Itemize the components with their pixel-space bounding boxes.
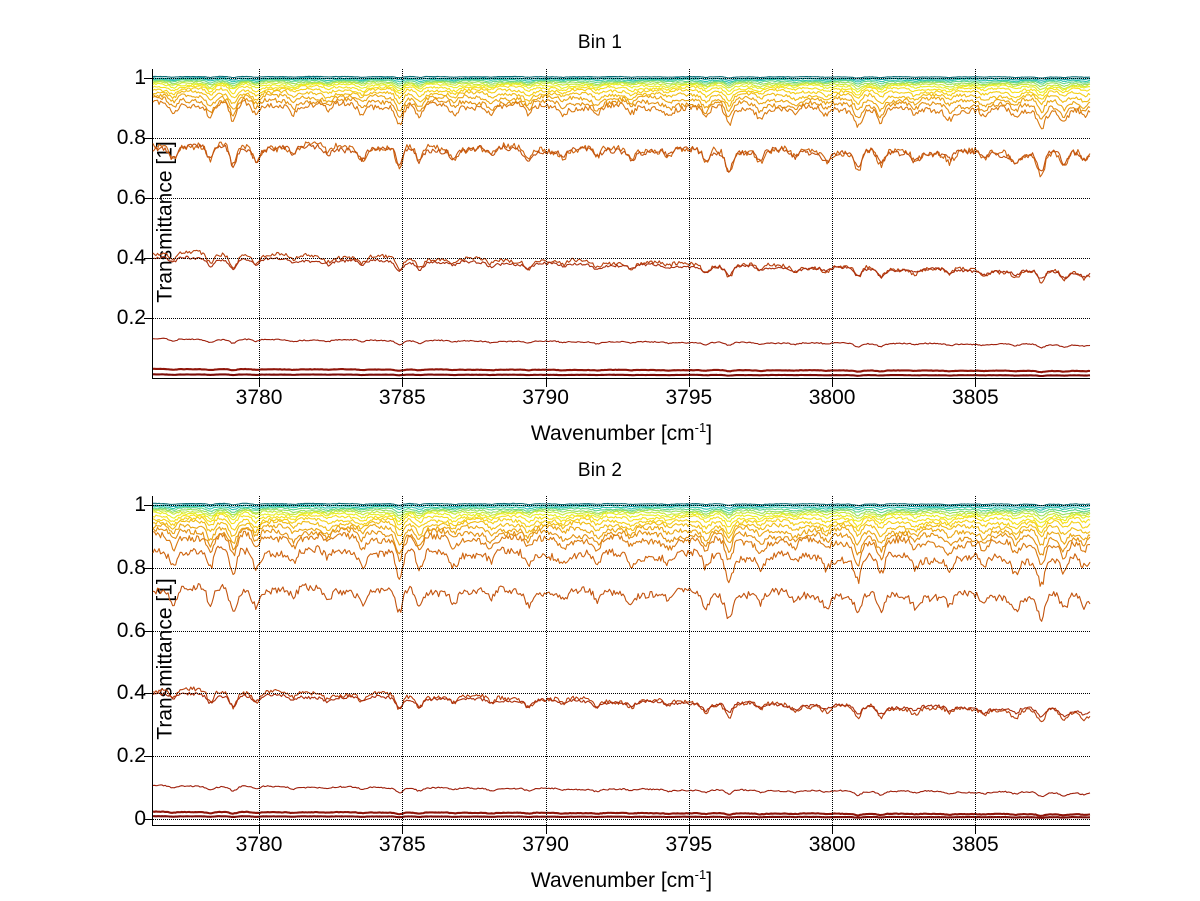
spectrum-line bbox=[152, 249, 1091, 284]
spectrum-line bbox=[152, 367, 1091, 374]
x-axis-tick-label: 3800 bbox=[808, 833, 856, 856]
spectrum-line bbox=[152, 255, 1091, 280]
spectrum-line bbox=[152, 518, 1091, 539]
x-axis-title: Wavenumber [cm-1] bbox=[530, 867, 713, 892]
x-axis-title: Wavenumber [cm-1] bbox=[530, 420, 713, 445]
x-axis-tick bbox=[688, 378, 690, 387]
spectrum-line bbox=[152, 81, 1091, 91]
y-axis-tick bbox=[144, 505, 153, 507]
x-axis-tick bbox=[545, 825, 547, 834]
spectrum-line bbox=[152, 526, 1091, 556]
x-axis-tick bbox=[402, 378, 404, 387]
spectrum-line bbox=[152, 784, 1091, 798]
y-axis-tick-label: 0.8 bbox=[116, 556, 146, 580]
y-axis-tick bbox=[144, 198, 153, 199]
spectrum-line bbox=[152, 337, 1091, 349]
spectrum-line bbox=[152, 502, 1091, 507]
y-axis-tick-label: 0.6 bbox=[116, 618, 146, 642]
spectrum-line bbox=[152, 93, 1091, 114]
spectrum-line bbox=[152, 511, 1091, 524]
plot-area-bin-2: Transmittance [1] Wavenumber [cm-1] 3780… bbox=[117, 493, 1091, 892]
subplot-bin-2: Bin 2 Transmittance [1] Wavenumber [cm-1… bbox=[0, 428, 1200, 901]
spectrum-line bbox=[152, 89, 1091, 107]
spectrum-line bbox=[152, 79, 1091, 85]
x-axis-tick-label: 3805 bbox=[952, 833, 999, 856]
y-axis-tick-label: 0.2 bbox=[116, 306, 146, 329]
spectrum-line bbox=[152, 75, 1091, 79]
x-axis-tick bbox=[975, 825, 977, 834]
spectrum-line bbox=[152, 545, 1091, 587]
subplot-bin-1: Bin 1 Transmittance [1] Wavenumber [cm-1… bbox=[117, 32, 1091, 445]
x-axis-tick-label: 3780 bbox=[235, 833, 283, 856]
spectrum-line bbox=[152, 506, 1091, 514]
spectrum-line bbox=[152, 686, 1091, 723]
spectrum-line bbox=[152, 373, 1091, 378]
y-axis-tick bbox=[144, 756, 153, 758]
y-axis-tick bbox=[144, 258, 153, 259]
x-axis-tick bbox=[688, 825, 690, 834]
x-axis-tick bbox=[832, 825, 834, 834]
x-axis-tick-label: 3780 bbox=[235, 386, 283, 409]
y-axis-tick-label: 1 bbox=[134, 493, 146, 517]
y-axis-tick-label: 0.4 bbox=[116, 246, 146, 269]
y-axis-tick bbox=[144, 78, 153, 79]
x-axis-tick bbox=[402, 825, 404, 834]
x-axis-tick bbox=[545, 378, 547, 387]
x-axis-tick-label: 3790 bbox=[522, 833, 569, 856]
x-axis-tick-label: 3790 bbox=[522, 386, 569, 409]
y-axis-tick bbox=[144, 818, 153, 820]
spectra-curves bbox=[152, 75, 1091, 378]
spectrum-line bbox=[152, 505, 1091, 512]
spectrum-line bbox=[152, 583, 1091, 622]
subplot-title: Bin 2 bbox=[577, 460, 623, 481]
y-axis-tick-label: 0.4 bbox=[116, 681, 146, 705]
spectrum-line bbox=[152, 513, 1091, 528]
y-axis-tick-label: 0.8 bbox=[116, 126, 146, 149]
y-axis-tick-label: 0.2 bbox=[116, 744, 146, 768]
x-axis-tick bbox=[259, 378, 261, 387]
y-axis-tick bbox=[144, 318, 153, 319]
spectrum-line bbox=[152, 99, 1091, 130]
y-axis-tick bbox=[144, 568, 153, 570]
subplot-title: Bin 1 bbox=[577, 32, 623, 53]
plot-area-bin-1: Transmittance [1] Wavenumber [cm-1] 3780… bbox=[117, 66, 1091, 445]
spectrum-line bbox=[152, 84, 1091, 97]
y-axis-tick-label: 0 bbox=[134, 806, 146, 830]
x-axis-tick bbox=[259, 825, 261, 834]
spectrum-line bbox=[152, 516, 1091, 535]
x-axis-tick-label: 3785 bbox=[378, 386, 426, 409]
y-axis-tick-label: 0.6 bbox=[116, 186, 146, 209]
spectra-curves bbox=[152, 502, 1091, 819]
x-axis-tick-label: 3795 bbox=[665, 833, 713, 856]
spectrum-line bbox=[152, 87, 1091, 102]
spectrum-line bbox=[152, 523, 1091, 546]
x-axis-tick-label: 3785 bbox=[378, 833, 426, 856]
spectrum-line bbox=[152, 508, 1091, 517]
x-axis-tick-label: 3800 bbox=[808, 386, 856, 409]
spectrum-line bbox=[152, 143, 1091, 173]
x-axis-tick-label: 3795 bbox=[665, 386, 713, 409]
spectrum-line bbox=[152, 530, 1091, 567]
x-axis-tick bbox=[975, 378, 977, 387]
spectrum-line bbox=[152, 82, 1091, 94]
spectrum-line bbox=[152, 815, 1091, 819]
x-axis-tick bbox=[832, 378, 834, 387]
y-axis-tick bbox=[144, 693, 153, 695]
spectrum-line bbox=[152, 691, 1091, 718]
spectrum-line bbox=[152, 810, 1091, 817]
x-axis-tick-label: 3805 bbox=[952, 386, 999, 409]
y-axis-tick bbox=[144, 138, 153, 139]
y-axis-tick-label: 1 bbox=[134, 66, 146, 89]
spectrum-line bbox=[152, 141, 1091, 178]
y-axis-tick bbox=[144, 630, 153, 632]
